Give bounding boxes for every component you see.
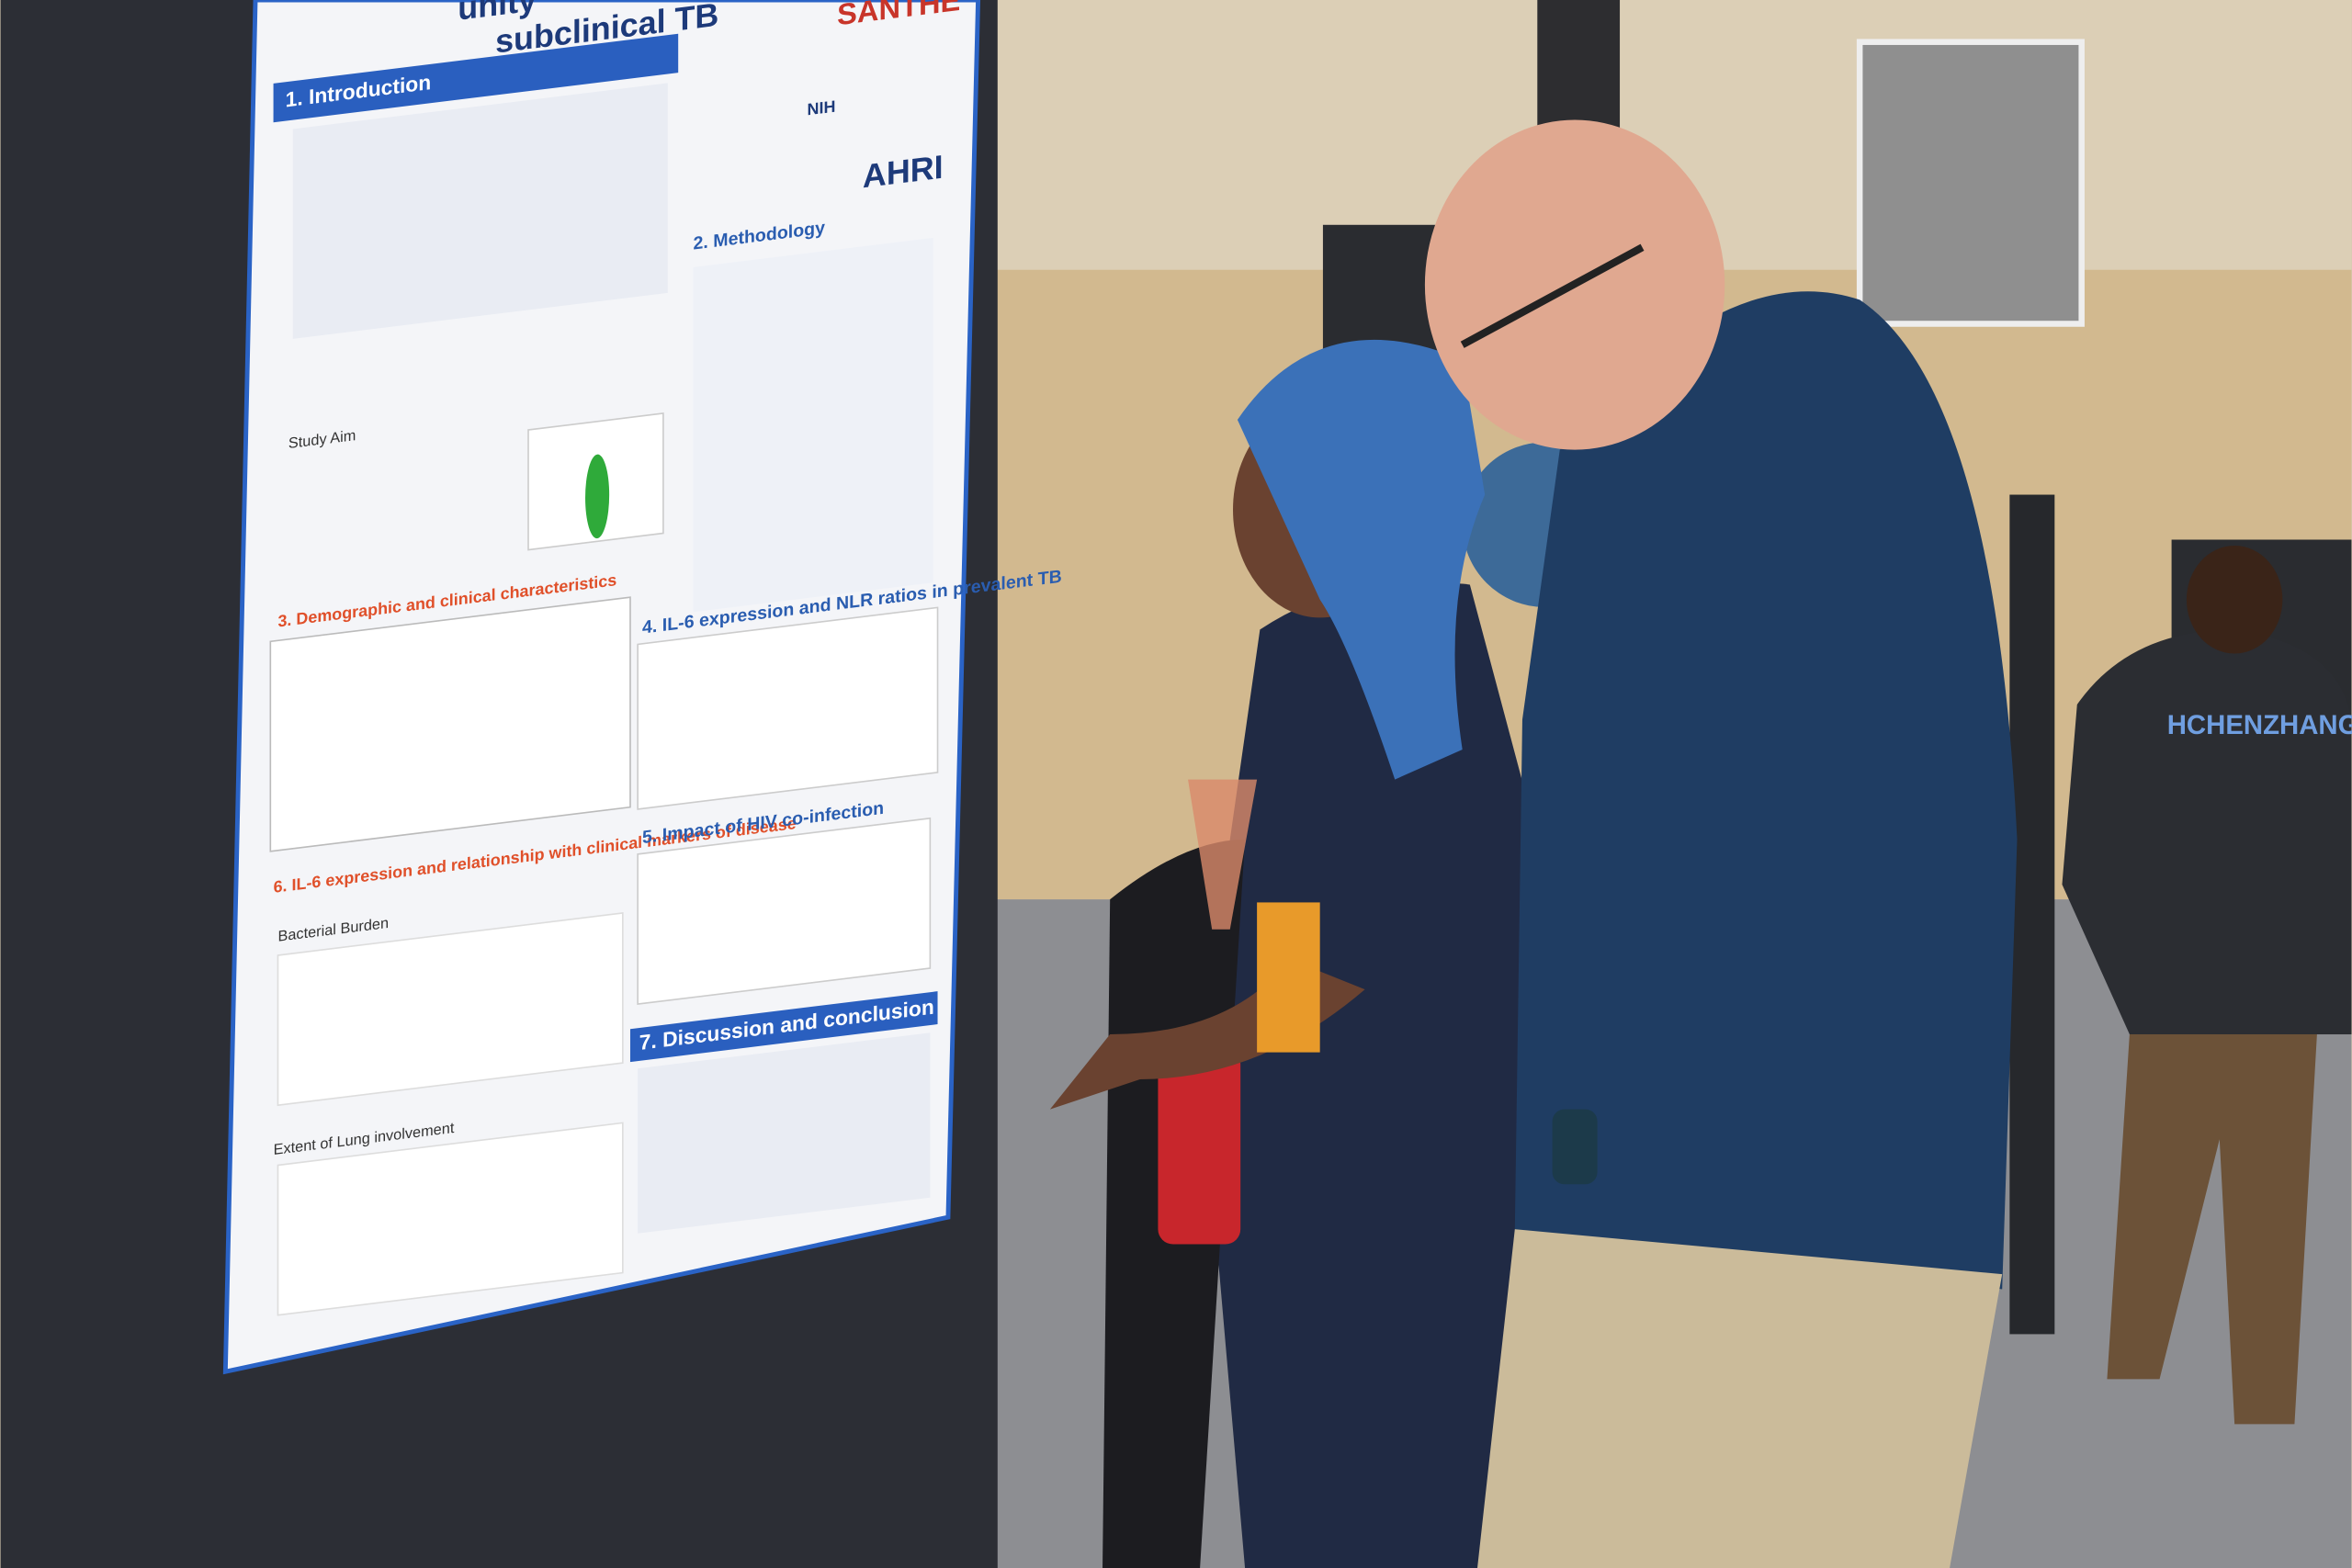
trousers <box>1477 1229 2003 1568</box>
figure <box>693 237 933 613</box>
figure <box>585 454 610 539</box>
head <box>2186 546 2283 654</box>
trousers <box>2107 1034 2317 1425</box>
section-bar <box>629 991 938 1063</box>
vent <box>1856 39 2085 327</box>
board-back <box>2009 494 2055 1335</box>
text-block <box>292 83 668 339</box>
bag <box>1158 1049 1241 1245</box>
text-block <box>638 1032 931 1234</box>
jacket <box>2062 629 2352 1035</box>
pillar <box>1537 0 1621 135</box>
woman <box>1049 339 1545 1568</box>
jacket-text: HCHENZHANG <box>2167 710 2352 740</box>
headscarf <box>1237 339 1486 780</box>
figure <box>277 1122 624 1316</box>
table <box>269 596 631 852</box>
badge <box>1257 902 1320 1053</box>
shirt <box>1514 291 2018 1290</box>
figure <box>637 606 939 810</box>
wine-glass <box>1188 779 1258 930</box>
man <box>1424 119 2018 1568</box>
poster: unity subclinical TB disease SANTHE NIH … <box>222 0 1062 1375</box>
dress <box>1200 581 1545 1568</box>
section-bar <box>273 33 679 123</box>
logo: NIH <box>808 97 836 119</box>
watch <box>1552 1109 1598 1185</box>
glasses <box>1460 243 1645 348</box>
figure <box>277 912 624 1107</box>
figure <box>637 817 932 1006</box>
background-person: HCHENZHANG <box>2062 546 2352 1425</box>
